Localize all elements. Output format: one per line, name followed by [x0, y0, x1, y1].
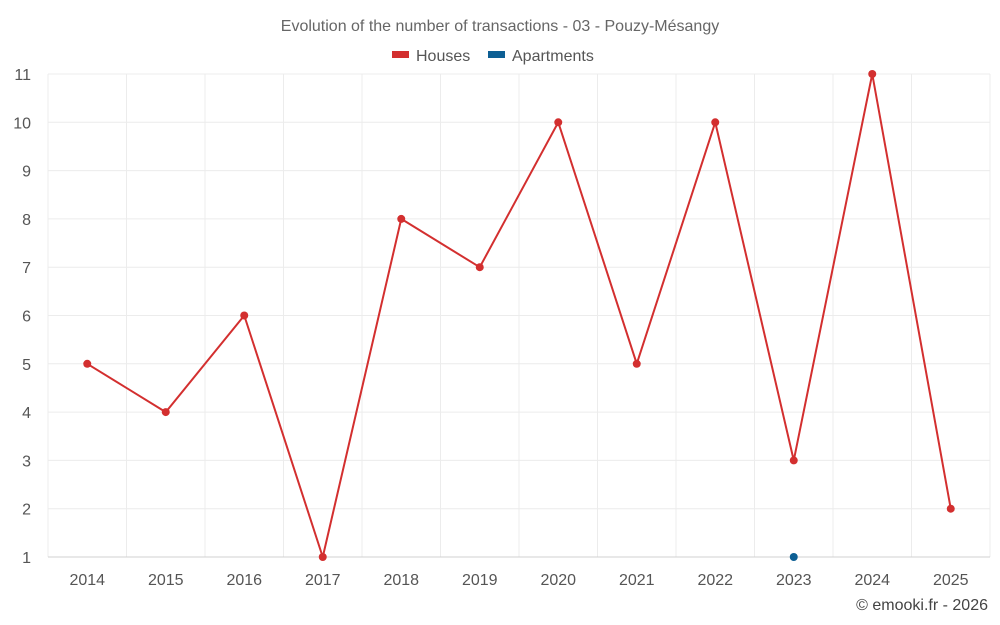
data-point-houses[interactable] — [240, 311, 249, 320]
y-tick-label: 3 — [22, 453, 31, 470]
chart-title: Evolution of the number of transactions … — [281, 18, 719, 35]
x-tick-label: 2017 — [305, 572, 341, 589]
data-point-houses[interactable] — [475, 263, 484, 272]
series-houses — [83, 70, 955, 561]
x-tick-label: 2025 — [933, 572, 969, 589]
series-line-houses — [86, 73, 952, 558]
legend-item-apartments[interactable]: Apartments — [488, 48, 594, 65]
x-tick-label: 2019 — [462, 572, 498, 589]
x-tick-label: 2016 — [226, 572, 262, 589]
credit-text: © emooki.fr - 2026 — [856, 597, 988, 614]
data-point-houses[interactable] — [711, 118, 720, 127]
y-tick-label: 4 — [22, 405, 31, 422]
x-tick-label: 2014 — [69, 572, 105, 589]
y-tick-label: 5 — [22, 357, 31, 374]
legend-label-apartments: Apartments — [512, 48, 594, 65]
x-tick-label: 2015 — [148, 572, 184, 589]
y-tick-label: 6 — [22, 309, 31, 326]
y-tick-label: 10 — [13, 115, 31, 132]
legend-swatch-houses — [392, 51, 409, 58]
x-axis: 2014 2015 2016 2017 2018 2019 2020 2021 2022 2023… — [69, 572, 968, 589]
series-apartments — [789, 553, 798, 561]
y-tick-label: 7 — [22, 260, 31, 277]
legend-swatch-apartments — [488, 51, 505, 58]
legend: Houses Apartments — [392, 48, 594, 65]
y-tick-label: 9 — [22, 164, 31, 181]
data-point-houses[interactable] — [789, 456, 798, 465]
y-tick-label: 8 — [22, 212, 31, 229]
grid — [47, 73, 991, 558]
series-layer — [83, 70, 955, 561]
y-axis: 1 2 3 4 5 6 7 8 9 10 11 — [13, 67, 31, 567]
x-tick-label: 2020 — [540, 572, 576, 589]
legend-item-houses[interactable]: Houses — [392, 48, 470, 65]
x-tick-label: 2022 — [697, 572, 733, 589]
y-tick-label: 1 — [22, 550, 31, 567]
data-point-houses[interactable] — [632, 359, 641, 368]
data-point-apartments[interactable] — [789, 553, 798, 561]
x-tick-label: 2023 — [776, 572, 812, 589]
data-point-houses[interactable] — [946, 504, 955, 513]
y-tick-label: 2 — [22, 502, 31, 519]
data-point-houses[interactable] — [554, 118, 563, 127]
data-point-houses[interactable] — [868, 70, 877, 78]
x-tick-label: 2021 — [619, 572, 655, 589]
x-tick-label: 2018 — [383, 572, 419, 589]
data-point-houses[interactable] — [83, 359, 92, 368]
legend-label-houses: Houses — [416, 48, 470, 65]
data-point-houses[interactable] — [318, 553, 327, 561]
data-point-houses[interactable] — [161, 408, 170, 417]
data-point-houses[interactable] — [397, 214, 406, 223]
y-tick-label: 11 — [14, 67, 31, 84]
x-tick-label: 2024 — [854, 572, 890, 589]
